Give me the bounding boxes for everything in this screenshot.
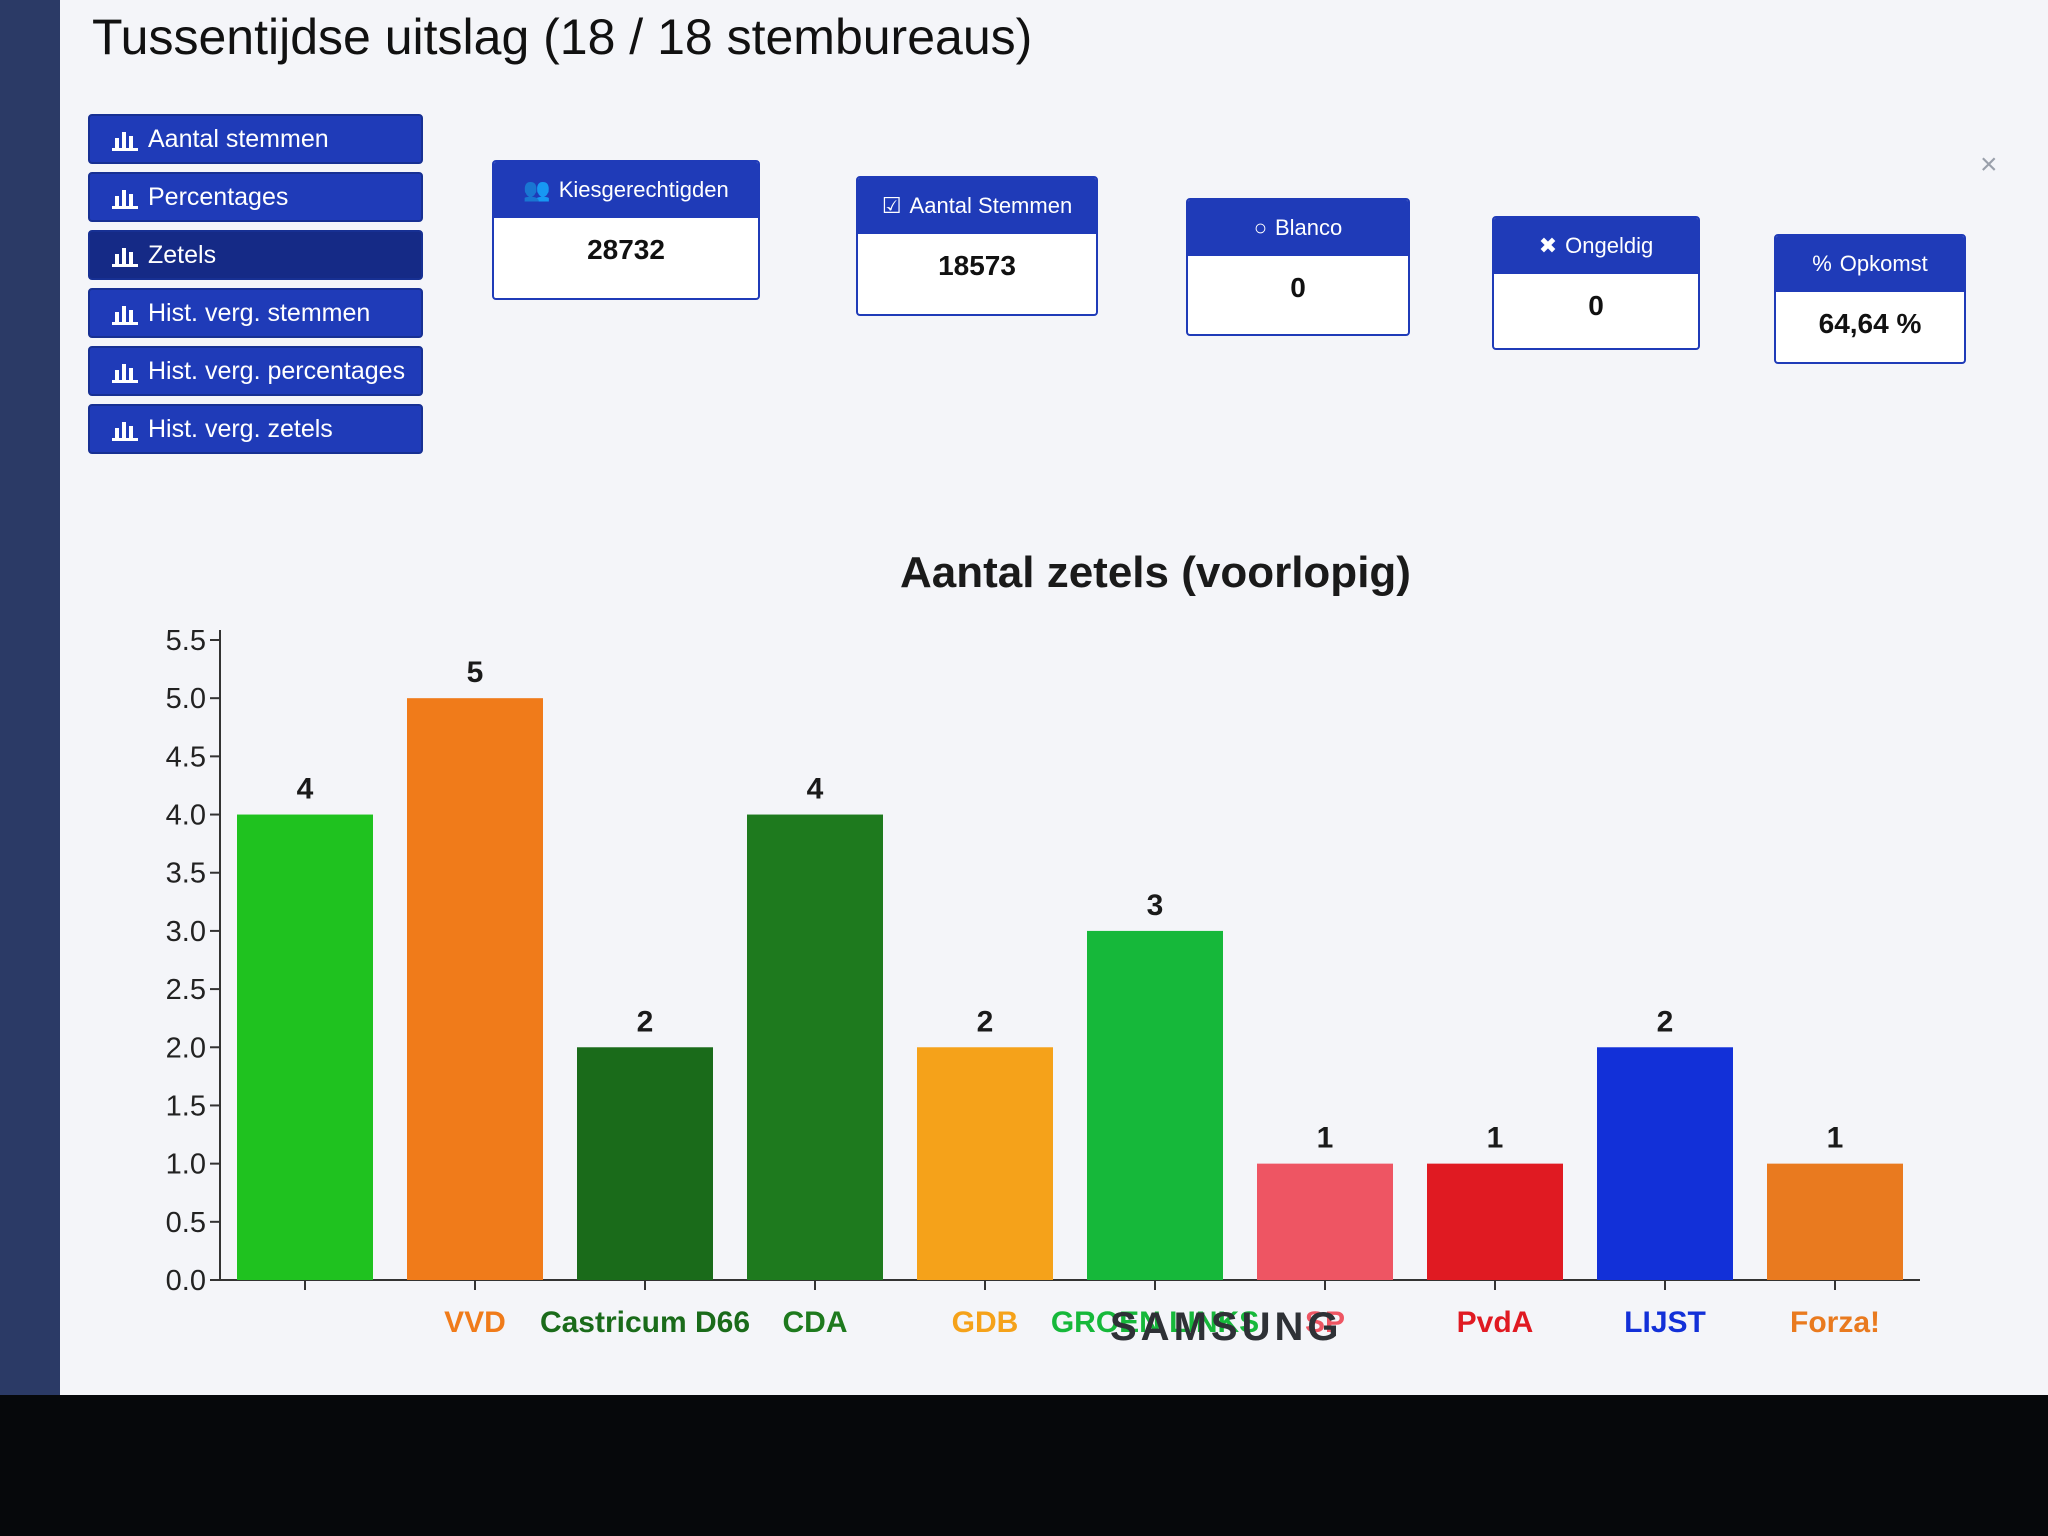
bar-1: [237, 814, 373, 1280]
bar-chart-icon: [112, 128, 138, 151]
stat-aantal-stemmen: ☑ Aantal Stemmen 18573: [856, 176, 1098, 316]
party-label: SP: [1305, 1306, 1345, 1339]
bar-chart-icon: [112, 302, 138, 325]
bar-value-label: 4: [807, 773, 824, 806]
circle-icon: ○: [1253, 215, 1267, 240]
bar-9: [1597, 1047, 1733, 1280]
nav-hist-stemmen-button[interactable]: Hist. verg. stemmen: [88, 288, 423, 338]
party-label: CDA: [783, 1306, 848, 1339]
y-tick-label: 2.5: [166, 974, 206, 1006]
bar-4: [747, 814, 883, 1280]
stat-label: Kiesgerechtigden: [558, 177, 729, 202]
bar-value-label: 2: [637, 1005, 654, 1038]
nav-label: Hist. verg. stemmen: [148, 298, 371, 327]
bar-2: [407, 698, 543, 1280]
party-label: Castricum D66: [540, 1306, 750, 1339]
nav-label: Percentages: [148, 182, 289, 211]
users-icon: 👥: [523, 177, 551, 202]
y-tick-label: 5.5: [166, 625, 206, 657]
bar-6: [1087, 930, 1223, 1280]
page-title: Tussentijdse uitslag (18 / 18 stembureau…: [92, 9, 1033, 65]
nav-aantal-stemmen-button[interactable]: Aantal stemmen: [88, 114, 423, 164]
party-label: VVD: [444, 1306, 506, 1339]
bar-value-label: 1: [1827, 1122, 1844, 1155]
stat-opkomst: % Opkomst 64,64 %: [1774, 234, 1966, 364]
nav-hist-zetels-button[interactable]: Hist. verg. zetels: [88, 404, 423, 454]
bar-8: [1427, 1163, 1563, 1280]
stat-blanco: ○ Blanco 0: [1186, 198, 1410, 336]
check-square-icon: ☑: [881, 193, 902, 218]
bar-chart-icon: [112, 418, 138, 441]
bar-value-label: 1: [1317, 1122, 1334, 1155]
nav-label: Zetels: [148, 240, 217, 269]
party-label: PvdA: [1457, 1306, 1534, 1339]
y-tick-label: 5.0: [166, 683, 206, 715]
bar-value-label: 1: [1487, 1122, 1504, 1155]
chart-title: Aantal zetels (voorlopig): [900, 548, 1411, 597]
percent-icon: %: [1812, 251, 1832, 276]
stat-value: 64,64 %: [1818, 308, 1922, 339]
y-tick-label: 4.0: [166, 800, 206, 832]
nav-label: Aantal stemmen: [148, 124, 329, 153]
close-icon[interactable]: ×: [1980, 148, 1998, 181]
bar-7: [1257, 1163, 1393, 1280]
stat-kiesgerechtigden: 👥 Kiesgerechtigden 28732: [492, 160, 760, 300]
bar-chart-icon: [112, 360, 138, 383]
stat-label: Blanco: [1275, 215, 1343, 240]
bar-3: [577, 1047, 713, 1280]
y-tick-label: 1.0: [166, 1149, 206, 1181]
party-label: LIJST: [1624, 1306, 1706, 1339]
nav-hist-percentages-button[interactable]: Hist. verg. percentages: [88, 346, 423, 396]
party-label: GDB: [952, 1306, 1019, 1339]
bar-chart-icon: [112, 186, 138, 209]
stat-value: 0: [1588, 290, 1604, 321]
bar-value-label: 4: [297, 773, 314, 806]
y-tick-label: 2.0: [166, 1032, 206, 1064]
y-tick-label: 4.5: [166, 741, 206, 773]
y-tick-label: 1.5: [166, 1090, 206, 1122]
bar-10: [1767, 1163, 1903, 1280]
y-tick-label: 3.0: [166, 916, 206, 948]
stat-value: 28732: [587, 234, 665, 265]
bar-chart-icon: [112, 244, 138, 267]
bar-value-label: 5: [467, 656, 484, 689]
view-nav: Aantal stemmen Percentages Zetels Hist. …: [88, 114, 423, 462]
y-tick-label: 3.5: [166, 858, 206, 890]
party-label: GROEN LINKS: [1051, 1306, 1259, 1339]
bar-value-label: 2: [977, 1005, 994, 1038]
stat-label: Aantal Stemmen: [909, 193, 1073, 218]
bar-value-label: 3: [1147, 889, 1164, 922]
bar-5: [917, 1047, 1053, 1280]
stat-ongeldig: ✖ Ongeldig 0: [1492, 216, 1700, 350]
nav-label: Hist. verg. percentages: [148, 356, 406, 385]
stat-value: 18573: [938, 250, 1016, 281]
y-tick-label: 0.0: [166, 1265, 206, 1297]
y-tick-label: 0.5: [166, 1207, 206, 1239]
party-label: Forza!: [1790, 1306, 1880, 1339]
stat-label: Ongeldig: [1565, 233, 1654, 258]
nav-label: Hist. verg. zetels: [148, 414, 333, 443]
brand-logo: SAMSUNG: [1110, 1305, 1343, 1349]
seat-chart-svg: 0.0 0.5 1.0 1.5 2.0 2.5 3.0 3.5 4.0 4.5 5.0 5.5 4 5 VV…: [166, 625, 1920, 1339]
monitor-stand: [0, 1395, 2048, 1536]
nav-percentages-button[interactable]: Percentages: [88, 172, 423, 222]
nav-zetels-button[interactable]: Zetels: [88, 230, 423, 280]
seat-chart: 0.0 0.5 1.0 1.5 2.0 2.5 3.0 3.5 4.0 4.5 5.0 5.5 4 5 VV…: [120, 540, 1980, 1345]
x-icon: ✖: [1538, 233, 1558, 258]
stat-label: Opkomst: [1839, 251, 1928, 276]
stat-value: 0: [1290, 272, 1306, 303]
bar-value-label: 2: [1657, 1005, 1674, 1038]
